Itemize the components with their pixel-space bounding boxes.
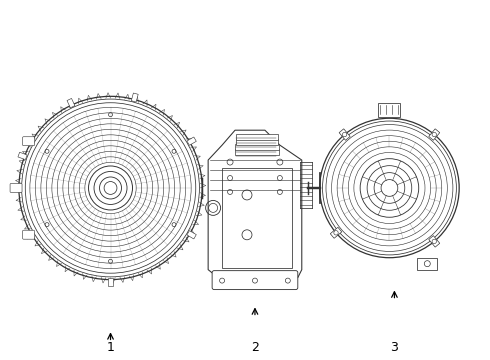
- Circle shape: [319, 118, 459, 258]
- Bar: [236, 139, 278, 145]
- Bar: [339, 129, 350, 140]
- Bar: [24, 231, 34, 239]
- Bar: [187, 137, 196, 145]
- Text: 1: 1: [107, 341, 115, 354]
- Bar: [187, 231, 196, 239]
- Polygon shape: [222, 168, 292, 268]
- Bar: [18, 152, 27, 159]
- Text: 2: 2: [251, 341, 259, 354]
- Bar: [378, 103, 400, 117]
- FancyBboxPatch shape: [10, 184, 22, 193]
- Bar: [235, 144, 279, 150]
- Bar: [429, 129, 440, 140]
- Bar: [236, 134, 278, 140]
- Bar: [131, 93, 138, 102]
- FancyBboxPatch shape: [23, 230, 35, 239]
- Bar: [108, 278, 113, 285]
- FancyBboxPatch shape: [23, 137, 35, 146]
- Polygon shape: [208, 130, 302, 278]
- Bar: [417, 258, 437, 270]
- Bar: [429, 236, 440, 247]
- FancyBboxPatch shape: [212, 271, 298, 289]
- Text: 3: 3: [391, 341, 398, 354]
- Bar: [330, 227, 342, 238]
- Bar: [235, 149, 279, 155]
- Bar: [67, 98, 75, 108]
- Circle shape: [19, 96, 202, 280]
